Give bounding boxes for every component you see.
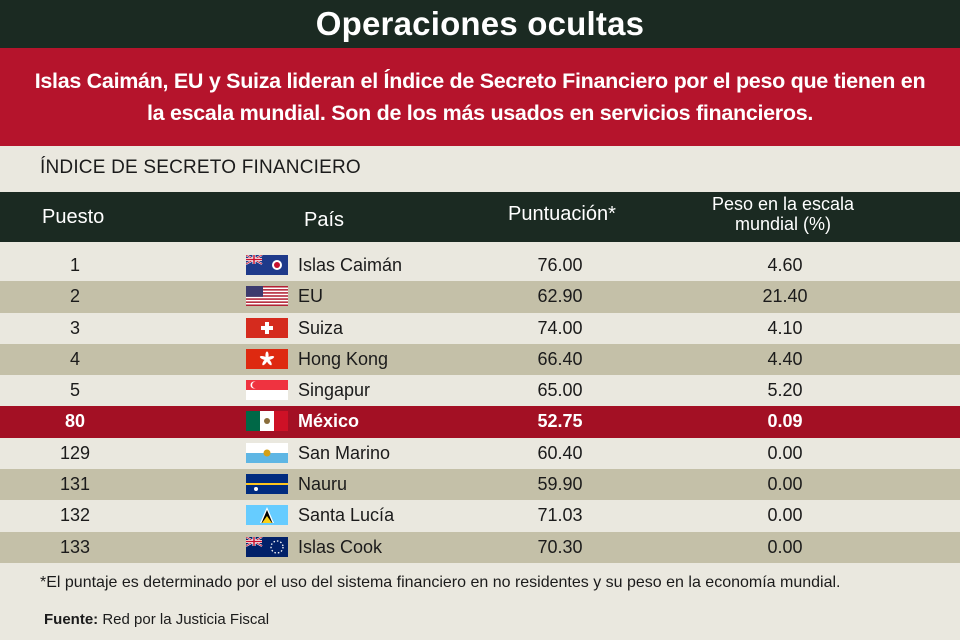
hong-kong-flag (246, 348, 288, 369)
rank-cell: 3 (69, 317, 80, 338)
country-cell: Singapur (298, 380, 371, 401)
country-cell: Hong Kong (298, 348, 389, 369)
weight-cell: 0.00 (767, 505, 803, 526)
rank-cell: 133 (59, 536, 91, 557)
header-rank: Puesto (42, 205, 105, 228)
table-header: Puesto País Puntuación* Peso en la escal… (0, 192, 960, 242)
switzerland-flag (246, 317, 288, 338)
footnote: *El puntaje es determinado por el uso de… (40, 574, 841, 591)
country-cell: Suiza (298, 317, 344, 338)
mexico-flag (246, 411, 288, 432)
table-row: 2 EU 62.90 21.40 (0, 281, 960, 313)
source-label: Fuente: (44, 611, 99, 628)
subtitle: Islas Caimán, EU y Suiza lideran el Índi… (34, 69, 926, 125)
country-cell: Islas Caimán (298, 255, 403, 275)
table-row: 3 Suiza 74.00 4.10 (0, 313, 960, 344)
score-cell: 60.40 (537, 442, 583, 463)
usa-flag (246, 286, 288, 307)
weight-cell: 21.40 (762, 286, 808, 307)
rank-cell: 132 (59, 505, 91, 526)
title-bar: Operaciones ocultas (0, 0, 960, 48)
table-body: 1 Islas Caimán 76.00 4.60 2 EU 62.90 21.40 3 Suiz… (0, 250, 960, 563)
weight-cell: 0.09 (767, 411, 803, 432)
country-cell: EU (298, 286, 324, 307)
subtitle-bar: Islas Caimán, EU y Suiza lideran el Índi… (0, 48, 960, 146)
score-cell: 62.90 (537, 286, 583, 307)
table-row: 131 Nauru 59.90 0.00 (0, 469, 960, 501)
weight-cell: 4.10 (767, 317, 803, 338)
score-cell: 59.90 (537, 474, 583, 495)
table-row: 129 San Marino 60.40 0.00 (0, 438, 960, 469)
header-weight: Peso en la escala mundial (%) (711, 194, 855, 234)
table-row: 80 México 52.75 0.09 (0, 406, 960, 438)
source: Fuente: Red por la Justicia Fiscal (44, 611, 269, 628)
page-title: Operaciones ocultas (315, 5, 645, 42)
header-score: Puntuación* (508, 202, 616, 225)
score-cell: 76.00 (537, 255, 583, 275)
header-country: País (304, 208, 345, 231)
weight-cell: 4.40 (767, 348, 803, 369)
rank-cell: 131 (59, 474, 91, 495)
country-cell: México (298, 411, 360, 432)
score-cell: 71.03 (537, 505, 583, 526)
rank-cell: 129 (59, 442, 91, 463)
table-row: 5 Singapur 65.00 5.20 (0, 375, 960, 406)
weight-cell: 0.00 (767, 442, 803, 463)
rank-cell: 2 (69, 286, 80, 307)
score-cell: 65.00 (537, 380, 583, 401)
country-cell: San Marino (298, 442, 391, 463)
table-row: 133 Islas Cook 70.30 0.00 (0, 531, 960, 563)
section-label: ÍNDICE DE SECRETO FINANCIERO (40, 157, 361, 178)
san-marino-flag (246, 442, 288, 463)
weight-cell: 0.00 (767, 536, 803, 557)
weight-cell: 4.60 (767, 255, 803, 275)
weight-cell: 0.00 (767, 474, 803, 495)
saint-lucia-flag (246, 505, 288, 526)
nauru-flag (246, 474, 288, 495)
country-cell: Santa Lucía (298, 505, 395, 526)
cook-islands-flag (246, 536, 288, 557)
weight-cell: 5.20 (767, 380, 803, 401)
table-row: 4 Hong Kong 66.40 4.40 (0, 343, 960, 376)
score-cell: 70.30 (537, 536, 583, 557)
score-cell: 66.40 (537, 348, 583, 369)
score-cell: 74.00 (537, 317, 583, 338)
country-cell: Nauru (298, 474, 348, 495)
cayman-islands-flag (246, 255, 288, 275)
source-text: Red por la Justicia Fiscal (102, 611, 270, 628)
score-cell: 52.75 (537, 411, 583, 432)
rank-cell: 5 (69, 380, 80, 401)
singapore-flag (246, 380, 288, 401)
rank-cell: 1 (69, 255, 80, 275)
rank-cell: 80 (64, 411, 86, 432)
rank-cell: 4 (69, 348, 80, 369)
table-row: 132 Santa Lucía 71.03 0.00 (0, 500, 960, 531)
table-row: 1 Islas Caimán 76.00 4.60 (0, 250, 960, 281)
country-cell: Islas Cook (298, 536, 383, 557)
